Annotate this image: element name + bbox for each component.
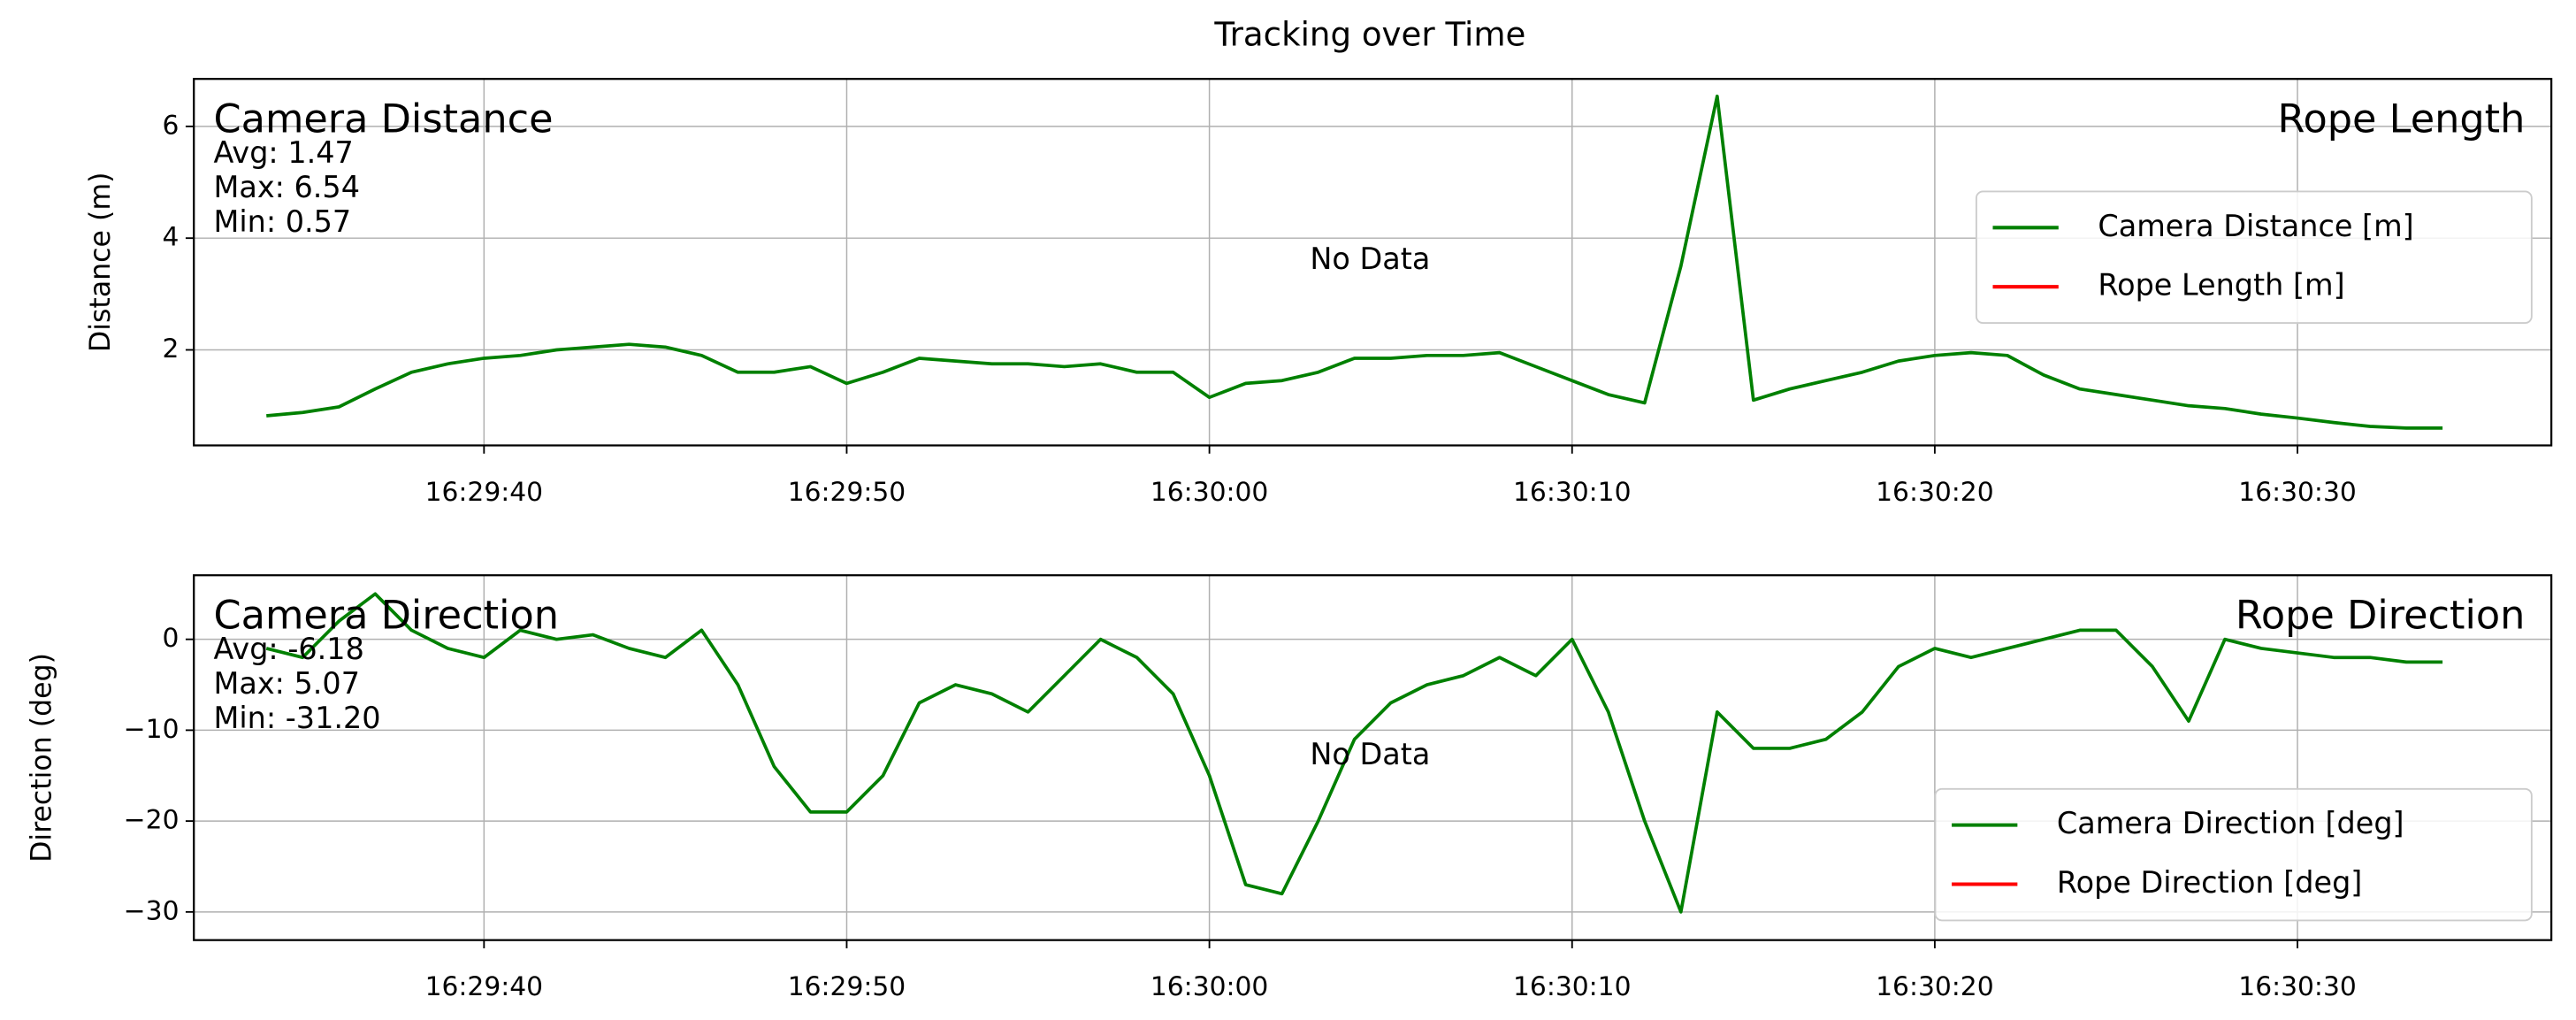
x-tick-label: 16:29:50 (788, 477, 906, 508)
figure-title: Tracking over Time (1213, 15, 1525, 53)
y-tick-label: −30 (124, 895, 180, 926)
y-tick-label: 2 (163, 334, 180, 364)
legend-label: Rope Direction [deg] (2057, 865, 2362, 900)
right-title: Rope Direction (2236, 593, 2526, 639)
y-tick-label: 4 (163, 222, 180, 253)
right-title: Rope Length (2278, 96, 2526, 142)
y-axis-label: Distance (m) (85, 173, 117, 353)
stat-text: Avg: -6.18 (214, 632, 364, 666)
subplot: 16:29:40 16:29:50 16:30:00 16:30:10 16:30:20… (26, 574, 2553, 1002)
stat-text: Min: 0.57 (214, 204, 352, 239)
x-tick-label: 16:30:30 (2238, 971, 2356, 1002)
left-title: Camera Direction (214, 593, 559, 639)
stat-text: Max: 6.54 (214, 170, 360, 204)
axes-frame (193, 574, 2553, 941)
legend-label: Camera Distance [m] (2098, 209, 2413, 243)
y-tick-label: 0 (163, 623, 180, 654)
legend-label: Camera Direction [deg] (2057, 806, 2404, 840)
x-tick-label: 16:30:00 (1150, 971, 1268, 1002)
legend-box (1934, 787, 2533, 922)
stat-text: Min: -31.20 (214, 701, 381, 735)
x-tick-label: 16:29:50 (788, 971, 906, 1002)
x-tick-label: 16:30:30 (2238, 477, 2356, 508)
x-tick-label: 16:30:20 (1876, 971, 1993, 1002)
stat-text: Avg: 1.47 (214, 135, 354, 170)
subplot: 16:29:40 16:29:50 16:30:00 16:30:10 16:30:20… (85, 78, 2553, 508)
no-data-text: No Data (1310, 737, 1430, 771)
no-data-text: No Data (1310, 242, 1430, 276)
y-axis-label: Direction (deg) (26, 653, 57, 863)
data-line (265, 592, 2443, 914)
x-tick-label: 16:30:20 (1876, 477, 1993, 508)
y-tick-label: −10 (124, 714, 180, 745)
x-tick-label: 16:30:00 (1150, 477, 1268, 508)
x-tick-label: 16:30:10 (1513, 971, 1631, 1002)
left-title: Camera Distance (214, 96, 554, 142)
x-tick-label: 16:29:40 (425, 477, 543, 508)
y-tick-label: −20 (124, 805, 180, 836)
data-line (266, 94, 2443, 430)
legend-label: Rope Length [m] (2098, 268, 2344, 303)
axes-frame (193, 78, 2553, 447)
x-tick-label: 16:30:10 (1513, 477, 1631, 508)
legend-box (1975, 190, 2533, 325)
stat-text: Max: 5.07 (214, 666, 360, 701)
x-tick-label: 16:29:40 (425, 971, 543, 1002)
y-tick-label: 6 (163, 110, 180, 141)
